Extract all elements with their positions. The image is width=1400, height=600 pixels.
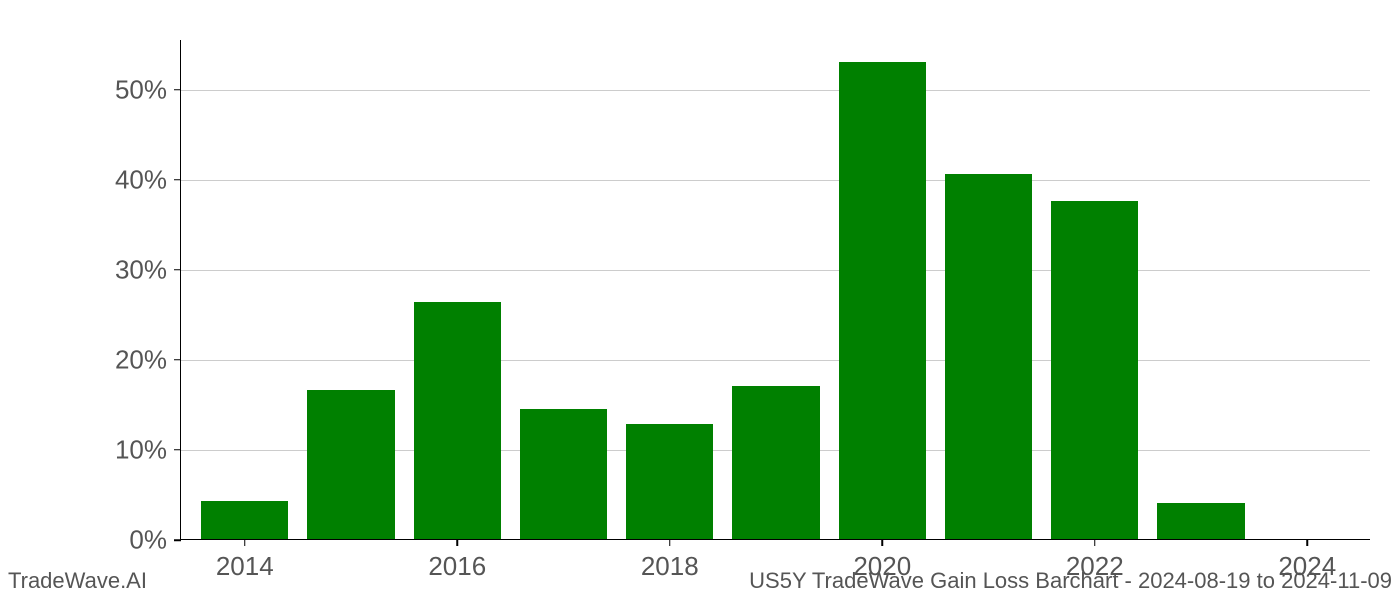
bar-chart: 0%10%20%30%40%50%20142016201820202022202…: [180, 40, 1370, 540]
bar-2020: [839, 62, 926, 539]
bar-2014: [201, 501, 288, 539]
gridline: [181, 180, 1370, 181]
bar-2018: [626, 424, 713, 539]
bar-2022: [1051, 201, 1138, 539]
y-tick-label: 10%: [115, 434, 181, 465]
bar-2015: [307, 390, 394, 539]
bar-2019: [732, 386, 819, 539]
y-tick-label: 0%: [129, 525, 181, 556]
bar-2016: [414, 302, 501, 539]
y-tick-label: 30%: [115, 254, 181, 285]
y-tick-label: 20%: [115, 344, 181, 375]
y-tick-label: 40%: [115, 164, 181, 195]
y-tick-label: 50%: [115, 74, 181, 105]
bar-2017: [520, 409, 607, 539]
footer-left-text: TradeWave.AI: [8, 568, 147, 594]
footer-right-text: US5Y TradeWave Gain Loss Barchart - 2024…: [749, 568, 1392, 594]
x-tick-label: 2014: [216, 539, 274, 582]
gridline: [181, 270, 1370, 271]
plot-area: 0%10%20%30%40%50%20142016201820202022202…: [180, 40, 1370, 540]
x-tick-label: 2018: [641, 539, 699, 582]
gridline: [181, 90, 1370, 91]
x-tick-label: 2016: [428, 539, 486, 582]
bar-2023: [1157, 503, 1244, 539]
bar-2021: [945, 174, 1032, 539]
gridline: [181, 360, 1370, 361]
